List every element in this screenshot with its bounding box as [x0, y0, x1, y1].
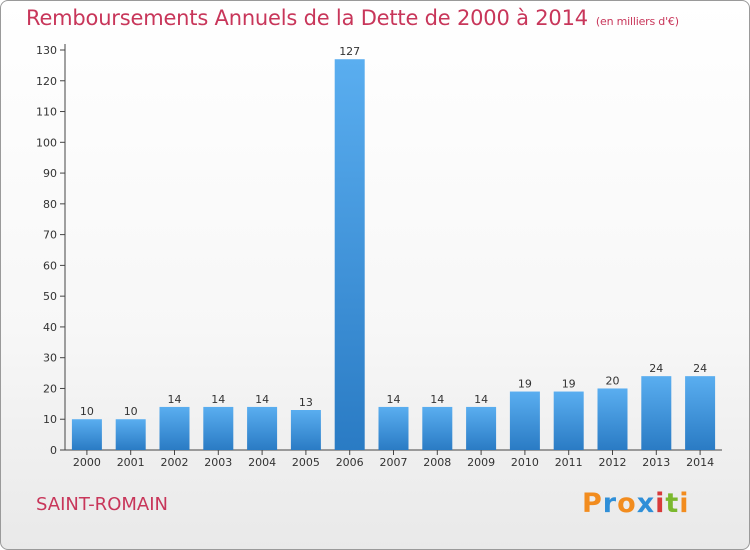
bar-2004: [247, 406, 278, 450]
bar-2000: [71, 419, 102, 450]
y-tick-label: 10: [43, 413, 57, 426]
bar-2001: [115, 419, 146, 450]
y-tick-label: 30: [43, 352, 57, 365]
x-tick-label: 2014: [686, 456, 714, 469]
bar-value-label: 10: [124, 405, 138, 418]
y-tick-label: 40: [43, 321, 57, 334]
x-tick-label: 2005: [292, 456, 320, 469]
bar-value-label: 19: [518, 378, 532, 391]
bar-value-label: 14: [387, 393, 401, 406]
x-tick-label: 2011: [555, 456, 583, 469]
x-tick-label: 2010: [511, 456, 539, 469]
bar-value-label: 14: [211, 393, 225, 406]
bar-value-label: 14: [474, 393, 488, 406]
y-tick-label: 90: [43, 167, 57, 180]
x-tick-label: 2002: [161, 456, 189, 469]
bar-value-label: 127: [339, 45, 360, 58]
chart-unit: (en milliers d'€): [595, 15, 679, 28]
y-tick-label: 70: [43, 229, 57, 242]
y-tick-label: 100: [36, 136, 57, 149]
logo-letter: i: [679, 488, 690, 519]
bar-2013: [641, 376, 672, 450]
bar-value-label: 20: [606, 374, 620, 387]
bar-value-label: 13: [299, 396, 313, 409]
bar-value-label: 24: [649, 362, 663, 375]
bar-2012: [597, 388, 628, 450]
bar-2009: [466, 406, 497, 450]
bar-series: 10 10 14 14 14 13 127 14 14 14 19 19 20 24 24: [71, 45, 716, 450]
y-tick-label: 20: [43, 382, 57, 395]
bar-value-label: 14: [168, 393, 182, 406]
x-tick-label: 2013: [642, 456, 670, 469]
x-tick-label: 2008: [423, 456, 451, 469]
logo-letter: o: [617, 488, 637, 519]
y-tick-label: 80: [43, 198, 57, 211]
bar-value-label: 24: [693, 362, 707, 375]
logo-letter: x: [636, 488, 656, 519]
commune-name: SAINT-ROMAIN: [36, 494, 168, 515]
x-tick-label: 2006: [336, 456, 364, 469]
x-tick-label: 2004: [248, 456, 276, 469]
y-tick-label: 120: [36, 75, 57, 88]
bar-2008: [422, 406, 453, 450]
bar-value-label: 14: [255, 393, 269, 406]
logo-letter: r: [602, 488, 618, 519]
bar-2006: [334, 59, 365, 450]
x-tick-label: 2003: [204, 456, 232, 469]
bar-2010: [509, 391, 540, 450]
bar-value-label: 10: [80, 405, 94, 418]
proxiti-logo: Proxiti: [582, 488, 690, 519]
y-tick-label: 130: [36, 44, 57, 57]
bar-2005: [290, 410, 321, 450]
x-tick-label: 2012: [599, 456, 627, 469]
bar-2007: [378, 406, 409, 450]
bar-2011: [553, 391, 584, 450]
logo-letter: i: [655, 488, 666, 519]
bar-2003: [203, 406, 234, 450]
y-tick-label: 110: [36, 106, 57, 119]
y-tick-label: 60: [43, 259, 57, 272]
y-tick-label: 50: [43, 290, 57, 303]
logo-letter: P: [582, 488, 603, 519]
bar-value-label: 19: [562, 378, 576, 391]
bar-2014: [685, 376, 716, 450]
x-tick-label: 2009: [467, 456, 495, 469]
x-tick-label: 2007: [380, 456, 408, 469]
bar-value-label: 14: [430, 393, 444, 406]
x-tick-label: 2001: [117, 456, 145, 469]
y-tick-label: 0: [50, 444, 57, 457]
x-tick-label: 2000: [73, 456, 101, 469]
chart-title: Remboursements Annuels de la Dette de 20…: [26, 6, 679, 30]
bar-2002: [159, 406, 190, 450]
chart-title-text: Remboursements Annuels de la Dette de 20…: [26, 6, 588, 30]
logo-letter: t: [665, 488, 680, 519]
